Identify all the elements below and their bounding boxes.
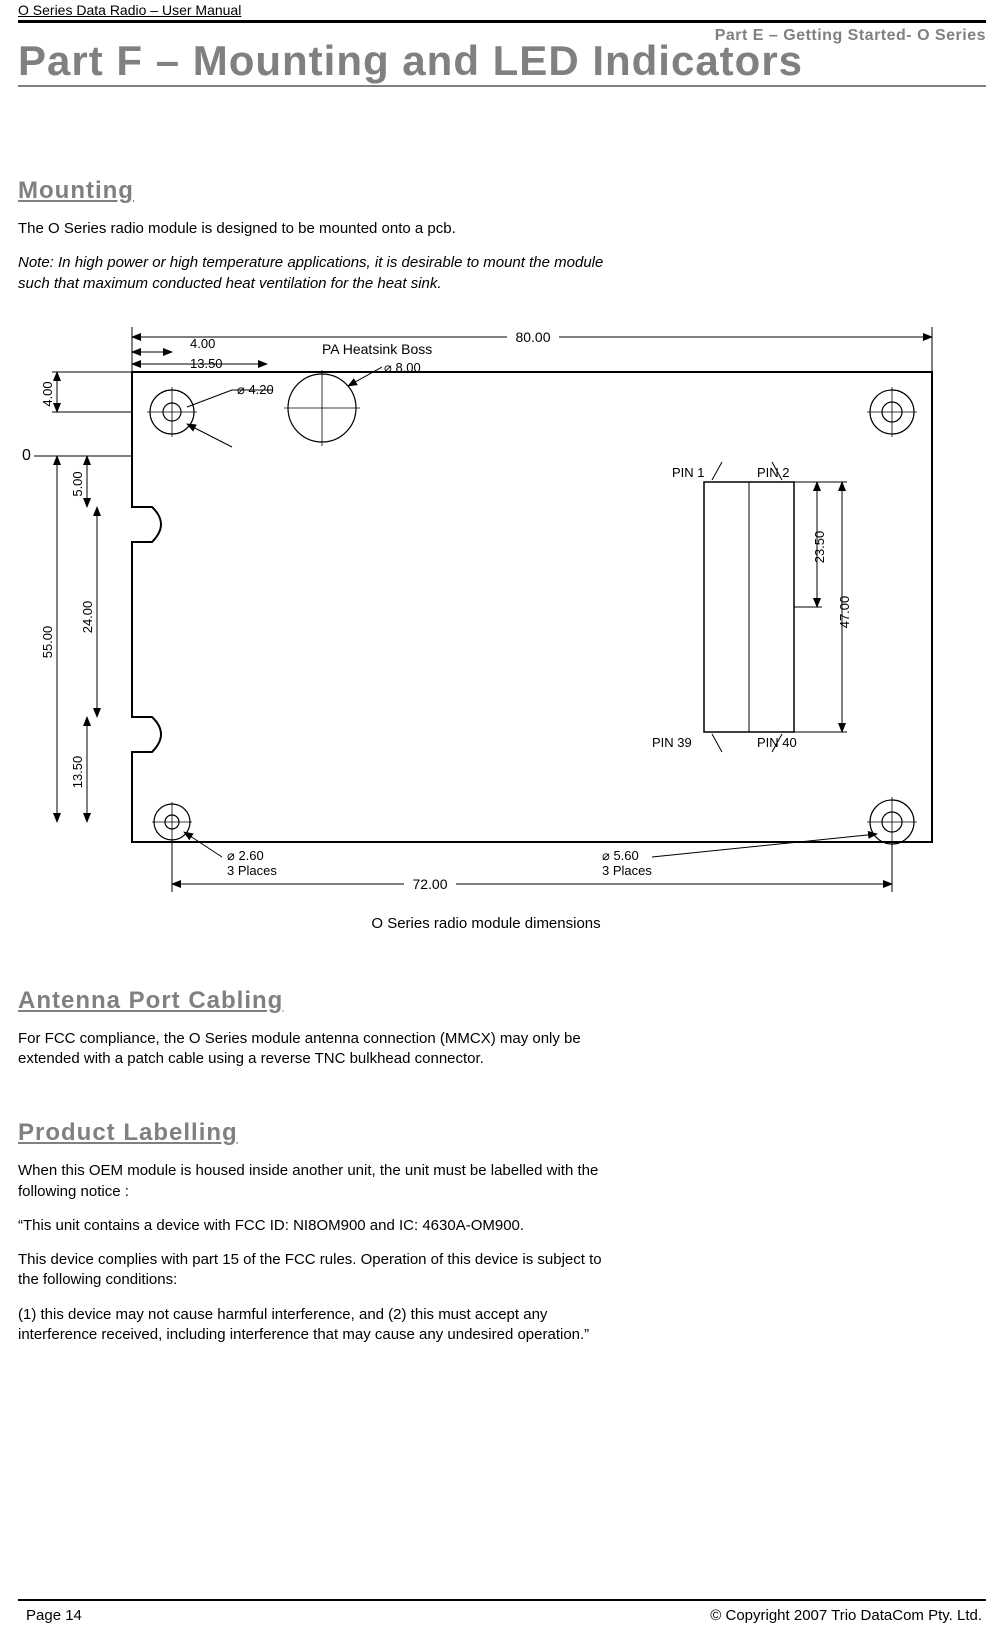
footer: Page 14 © Copyright 2007 Trio DataCom Pt… [18, 1599, 986, 1630]
dim-72-label: 72.00 [412, 876, 447, 892]
pin2-label: PIN 2 [757, 465, 790, 480]
labelling-p3: This device complies with part 15 of the… [18, 1250, 608, 1291]
dim-left-135-label: 13.50 [70, 756, 85, 789]
hole-bl-places-label: 3 Places [227, 863, 277, 878]
dimensions-svg: 80.00 72.00 0 4.00 5.00 55.00 24.00 [12, 312, 972, 902]
pin1-label: PIN 1 [672, 465, 705, 480]
doc-title: O Series Data Radio – User Manual [18, 0, 986, 18]
labelling-heading: Product Labelling [18, 1119, 986, 1147]
labelling-p2: “This unit contains a device with FCC ID… [18, 1216, 608, 1236]
dim-left-4-label: 4.00 [40, 381, 55, 406]
hole-br-places-label: 3 Places [602, 863, 652, 878]
dim-right-47-label: 47.00 [837, 596, 852, 629]
mounting-heading: Mounting [18, 177, 986, 205]
heatsink-dia-label: ⌀ 8.00 [384, 360, 421, 375]
dim-left-24-label: 24.00 [80, 601, 95, 634]
mounting-paragraph: The O Series radio module is designed to… [18, 219, 608, 239]
antenna-paragraph: For FCC compliance, the O Series module … [18, 1029, 608, 1070]
pin39-label: PIN 39 [652, 735, 692, 750]
dim-right-235-label: 23.50 [812, 531, 827, 564]
dim-80-label: 80.00 [515, 329, 550, 345]
dim-left-55-label: 55.00 [40, 626, 55, 659]
heatsink-label: PA Heatsink Boss [322, 341, 432, 357]
labelling-p1: When this OEM module is housed inside an… [18, 1161, 608, 1202]
part-title: Part F – Mounting and LED Indicators [18, 39, 986, 87]
footer-page: Page 14 [26, 1607, 82, 1624]
zero-label: 0 [22, 447, 31, 464]
footer-copyright: © Copyright 2007 Trio DataCom Pty. Ltd. [710, 1607, 982, 1624]
page: O Series Data Radio – User Manual Part E… [0, 0, 1004, 1638]
labelling-p4: (1) this device may not cause harmful in… [18, 1305, 608, 1346]
dim-top-135-label: 13.50 [190, 356, 223, 371]
hole-bl-dia-label: ⌀ 2.60 [227, 848, 264, 863]
mounting-note: Note: In high power or high temperature … [18, 253, 608, 294]
hole-br-dia-label: ⌀ 5.60 [602, 848, 639, 863]
figure-caption: O Series radio module dimensions [12, 915, 960, 932]
antenna-heading: Antenna Port Cabling [18, 987, 986, 1015]
dim-left-5-label: 5.00 [70, 471, 85, 496]
dimensions-figure: 80.00 72.00 0 4.00 5.00 55.00 24.00 [12, 312, 960, 932]
header-rule [18, 20, 986, 23]
footer-rule [18, 1599, 986, 1601]
dim-top-4-label: 4.00 [190, 336, 215, 351]
